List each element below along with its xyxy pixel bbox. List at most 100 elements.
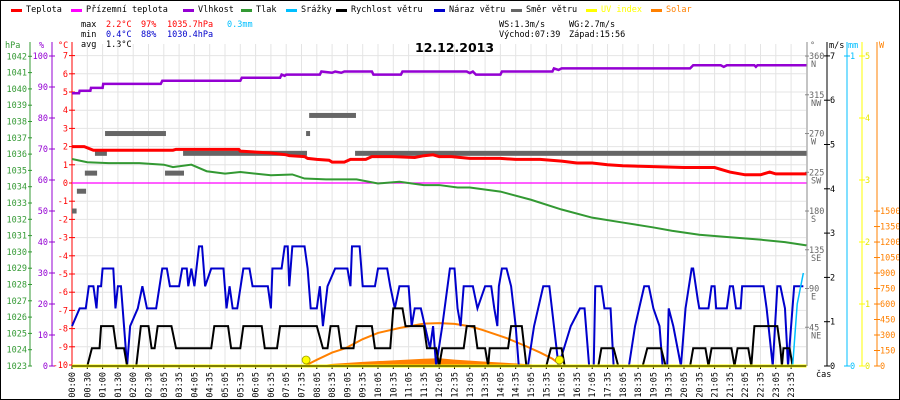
x-tick-label: 08:05 [313, 372, 323, 398]
wind-tick-label: 3 [830, 229, 835, 239]
pressure-tick-label: 1030 [7, 248, 27, 258]
stat-max-rain: 0.3mm [227, 20, 253, 30]
wind-direction-segment [309, 112, 356, 118]
solar-tick-label: 900 [880, 269, 895, 279]
x-tick-label: 04:05 [190, 372, 200, 398]
humidity-tick-label: 100 [33, 52, 48, 62]
x-tick-label: 16:05 [558, 372, 568, 398]
x-tick-label: 10:35 [389, 372, 399, 398]
direction-tick-label: 180 [809, 207, 824, 217]
solar-tick-label: 1350 [880, 223, 900, 233]
direction-tick-label: 315 [809, 91, 824, 101]
legend-swatch [71, 9, 82, 12]
direction-compass-label: SW [811, 176, 822, 186]
direction-compass-label: W [811, 138, 817, 148]
uv-tick-label: 2 [865, 238, 870, 248]
temperature-tick-label: -1 [58, 197, 68, 207]
temperature-tick-label: -3 [58, 234, 68, 244]
direction-compass-label: S [811, 215, 816, 225]
wind-speed-line [72, 307, 807, 367]
wind-tick-label: 5 [830, 141, 835, 151]
x-tick-label: 05:35 [236, 372, 246, 398]
wind-axis-title: m/s [829, 41, 844, 51]
stat-min-label: min [81, 30, 97, 40]
pressure-tick-label: 1039 [7, 101, 27, 111]
x-tick-label: 13:35 [481, 372, 491, 398]
legend-label: Náraz větru [449, 5, 506, 15]
legend-label: Srážky [301, 5, 332, 15]
uv-tick-label: 3 [865, 176, 870, 186]
direction-compass-label: NE [811, 331, 821, 341]
wind-tick-label: 6 [830, 96, 835, 106]
legend-label: Teplota [26, 5, 62, 15]
x-tick-label: 00:30 [83, 372, 93, 398]
direction-tick-label: 90 [809, 285, 819, 295]
pressure-tick-label: 1040 [7, 85, 27, 95]
direction-tick-label: 135 [809, 246, 824, 256]
pressure-tick-label: 1029 [7, 264, 27, 274]
pressure-tick-label: 1023 [7, 362, 27, 372]
x-tick-label: 07:05 [282, 372, 292, 398]
wind-tick-label: 1 [830, 318, 835, 328]
wind-direction-segment [183, 150, 308, 156]
direction-compass-label: N [811, 60, 816, 70]
x-tick-label: 22:35 [757, 372, 767, 398]
pressure-tick-label: 1042 [7, 52, 27, 62]
temperature-tick-label: -6 [58, 288, 68, 298]
x-tick-label: 11:05 [405, 372, 415, 398]
solar-tick-label: 1500 [880, 207, 900, 217]
x-tick-label: 23:05 [772, 372, 782, 398]
wind-direction-segment [105, 131, 166, 137]
x-axis-label: čas [816, 369, 831, 380]
stat-max-label: max [81, 20, 97, 30]
legend-swatch [651, 9, 662, 12]
uv-tick-label: 4 [865, 114, 870, 124]
direction-tick-label: 270 [809, 130, 824, 140]
x-tick-label: 18:05 [619, 372, 629, 398]
pressure-axis-title: hPa [5, 41, 20, 51]
x-tick-label: 06:35 [267, 372, 277, 398]
wind-direction-segment [355, 150, 807, 156]
sunset-marker [555, 355, 564, 365]
stat-avg-temp: 1.3°C [106, 40, 132, 50]
temperature-tick-label: -2 [58, 215, 68, 225]
humidity-tick-label: 40 [38, 238, 48, 248]
solar-tick-label: 300 [880, 331, 895, 341]
x-tick-label: 11:35 [420, 372, 430, 398]
solar-tick-label: 0 [880, 362, 885, 372]
temperature-tick-label: -9 [58, 343, 68, 353]
pressure-tick-label: 1032 [7, 215, 27, 225]
x-tick-label: 19:35 [665, 372, 675, 398]
legend-swatch [11, 9, 22, 12]
direction-axis-title: ° [810, 41, 815, 51]
x-tick-label: 21:35 [726, 372, 736, 398]
stat-sunset: Západ:15:56 [569, 30, 626, 40]
humidity-line [72, 64, 807, 95]
direction-compass-label: SE [811, 254, 821, 264]
solar-actual-area [313, 358, 553, 366]
x-tick-label: 15:05 [527, 372, 537, 398]
solar-axis-title: W [879, 41, 885, 51]
humidity-tick-label: 30 [38, 269, 48, 279]
temperature-tick-label: 3 [63, 124, 68, 134]
x-tick-label: 23:35 [787, 372, 797, 398]
humidity-tick-label: 70 [38, 145, 48, 155]
x-tick-label: 03:05 [160, 372, 170, 398]
temperature-axis-title: °C [58, 41, 68, 51]
stat-avg-label: avg [81, 40, 97, 50]
humidity-axis-title: % [39, 41, 44, 51]
solar-tick-label: 150 [880, 347, 895, 357]
legend-label: Směr větru [526, 5, 578, 15]
wind-tick-label: 4 [830, 185, 835, 195]
uv-tick-label: 1 [865, 300, 870, 310]
temperature-tick-label: 6 [63, 70, 68, 80]
direction-tick-label: 45 [809, 323, 819, 333]
x-tick-label: 12:05 [435, 372, 445, 398]
stat-max-pressure: 1035.7hPa [167, 20, 214, 30]
pressure-tick-label: 1034 [7, 183, 27, 193]
x-tick-label: 00:00 [68, 372, 78, 398]
direction-tick-label: 360 [809, 52, 824, 62]
x-tick-label: 12:35 [451, 372, 461, 398]
